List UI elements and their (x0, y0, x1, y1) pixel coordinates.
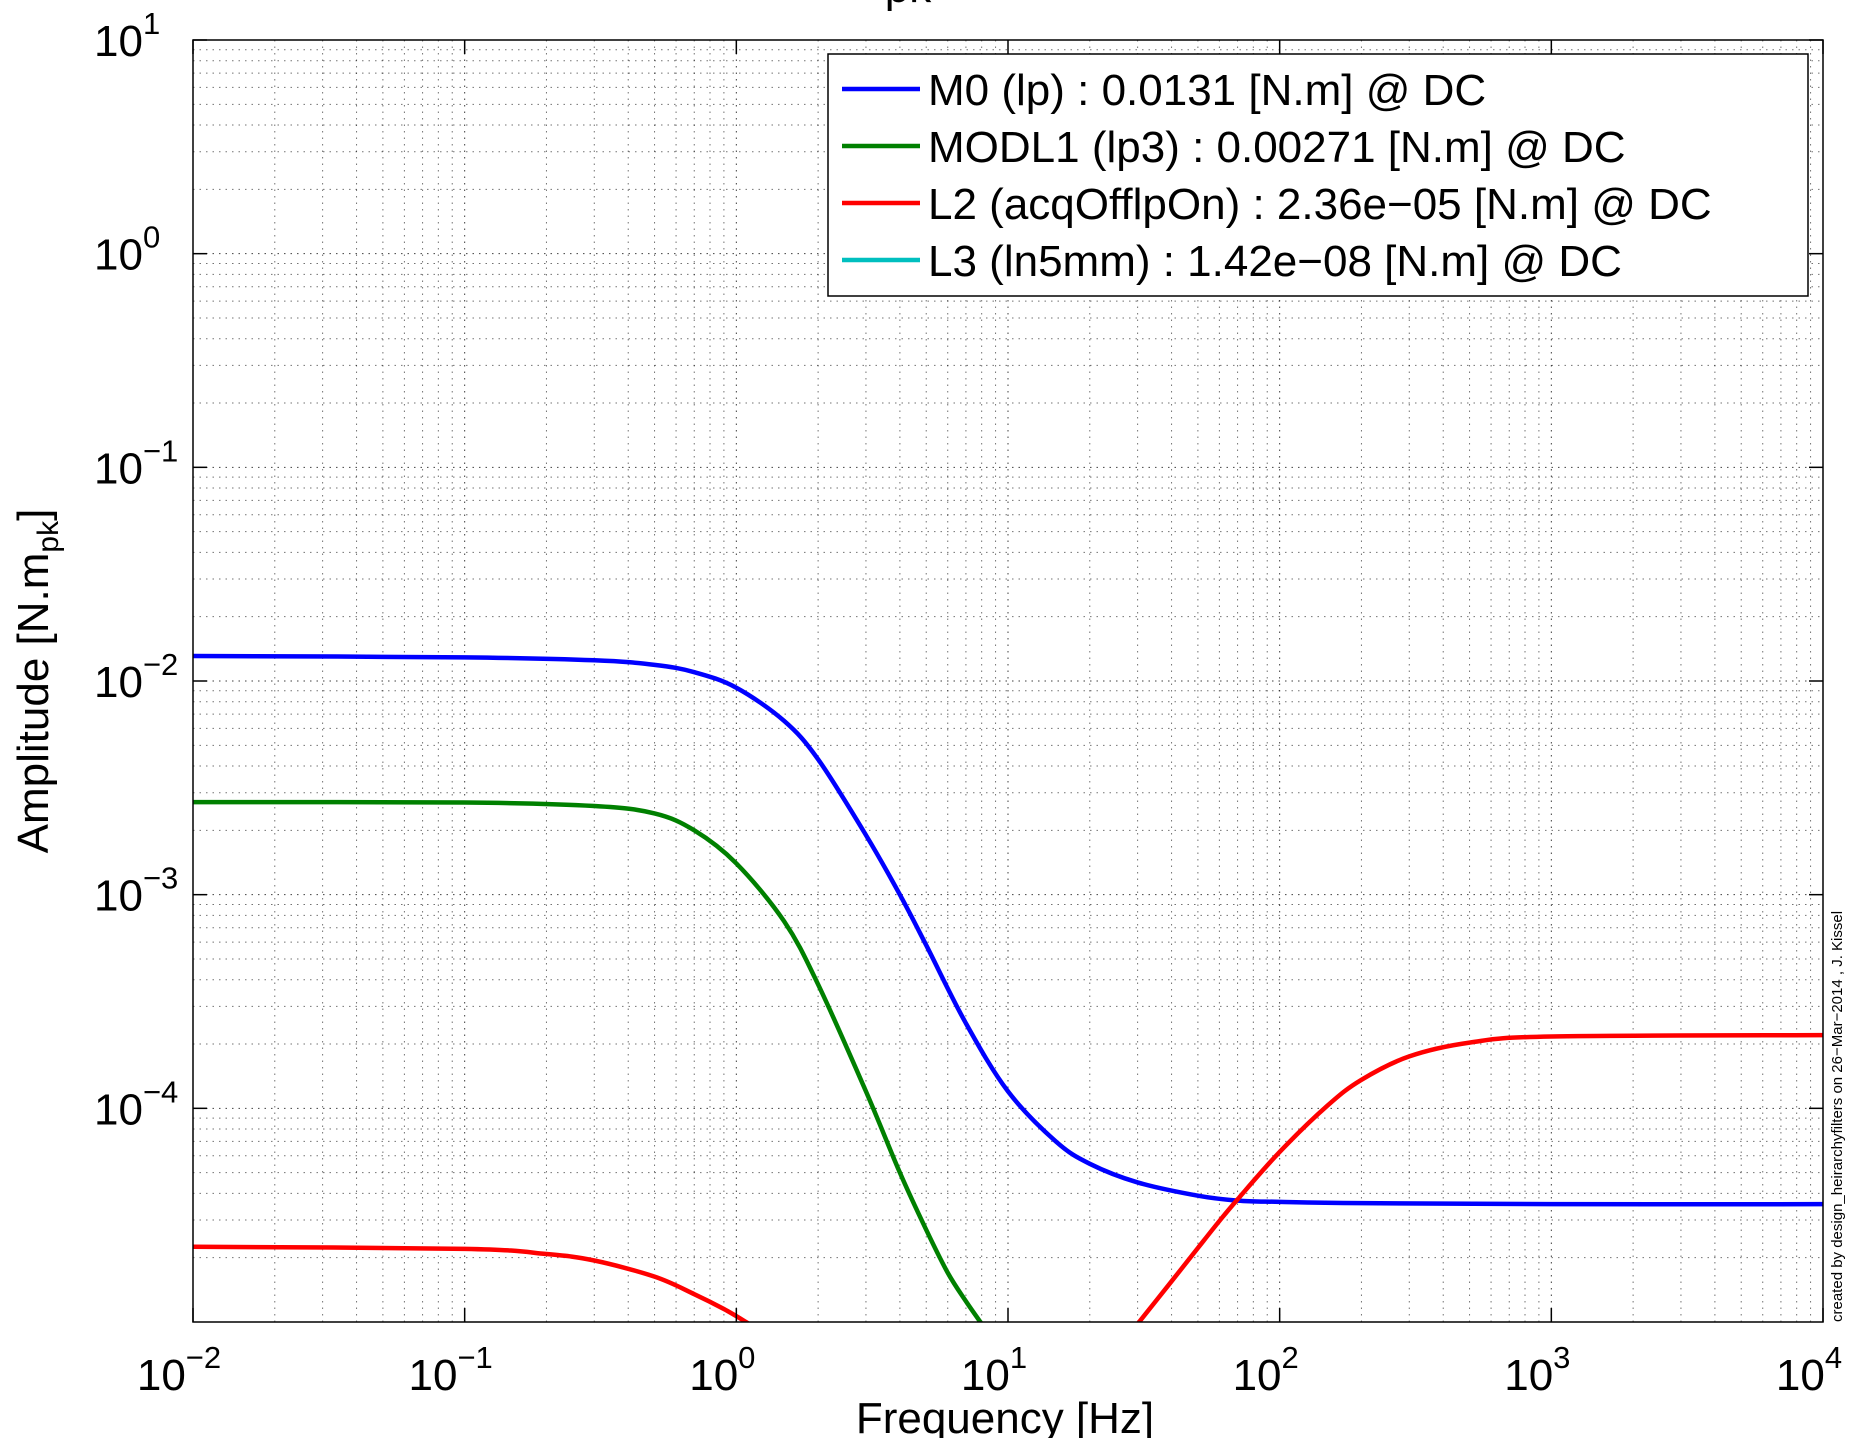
legend-label: MODL1 (lp3) : 0.00271 [N.m] @ DC (928, 123, 1626, 172)
y-axis-title-close: ] (9, 509, 58, 521)
x-tick-label: 101 (961, 1340, 1027, 1400)
y-axis-title-subscript: pk (32, 520, 65, 553)
y-tick-label: 10−1 (94, 433, 178, 493)
legend-label: L2 (acqOfflpOn) : 2.36e−05 [N.m] @ DC (928, 180, 1712, 229)
x-tick-label: 100 (689, 1340, 755, 1400)
x-axis-title: Frequency [Hz] (856, 1394, 1154, 1438)
series-line-2 (193, 1244, 750, 1322)
series-line-0 (193, 653, 1823, 1207)
x-tick-label: 103 (1504, 1340, 1570, 1400)
x-tick-label: 10−1 (409, 1340, 493, 1400)
y-tick-label: 10−2 (94, 647, 178, 707)
x-tick-label: 104 (1776, 1340, 1842, 1400)
x-tick-label: 10−2 (137, 1340, 221, 1400)
y-tick-label: 101 (94, 6, 160, 66)
y-axis-title: Amplitude [N.mpk] (9, 509, 65, 854)
legend-label: M0 (lp) : 0.0131 [N.m] @ DC (928, 66, 1486, 115)
y-axis-title-main: Amplitude [N.m (9, 553, 58, 854)
series-curves (193, 653, 1823, 1322)
series-line-1 (193, 799, 984, 1322)
x-tick-labels: 10−2 10−1 100 101 102 103 104 (137, 1340, 1842, 1400)
y-tick-labels: 10−4 10−3 10−2 10−1 100 101 (94, 6, 178, 1134)
y-tick-label: 10−4 (94, 1074, 178, 1134)
legend: M0 (lp) : 0.0131 [N.m] @ DC MODL1 (lp3) :… (827, 53, 1809, 297)
x-tick-label: 102 (1233, 1340, 1299, 1400)
series-line-2 (1136, 1032, 1823, 1322)
legend-box (827, 53, 1809, 297)
credit-annotation: created by design_heirarchyfilters on 26… (1829, 911, 1846, 1322)
y-tick-label: 10−3 (94, 861, 178, 921)
major-tick-marks (192, 39, 1824, 1322)
y-tick-label: 100 (94, 220, 160, 280)
chart-title-fragment: pk (885, 0, 932, 12)
legend-label: L3 (ln5mm) : 1.42e−08 [N.m] @ DC (928, 237, 1622, 286)
